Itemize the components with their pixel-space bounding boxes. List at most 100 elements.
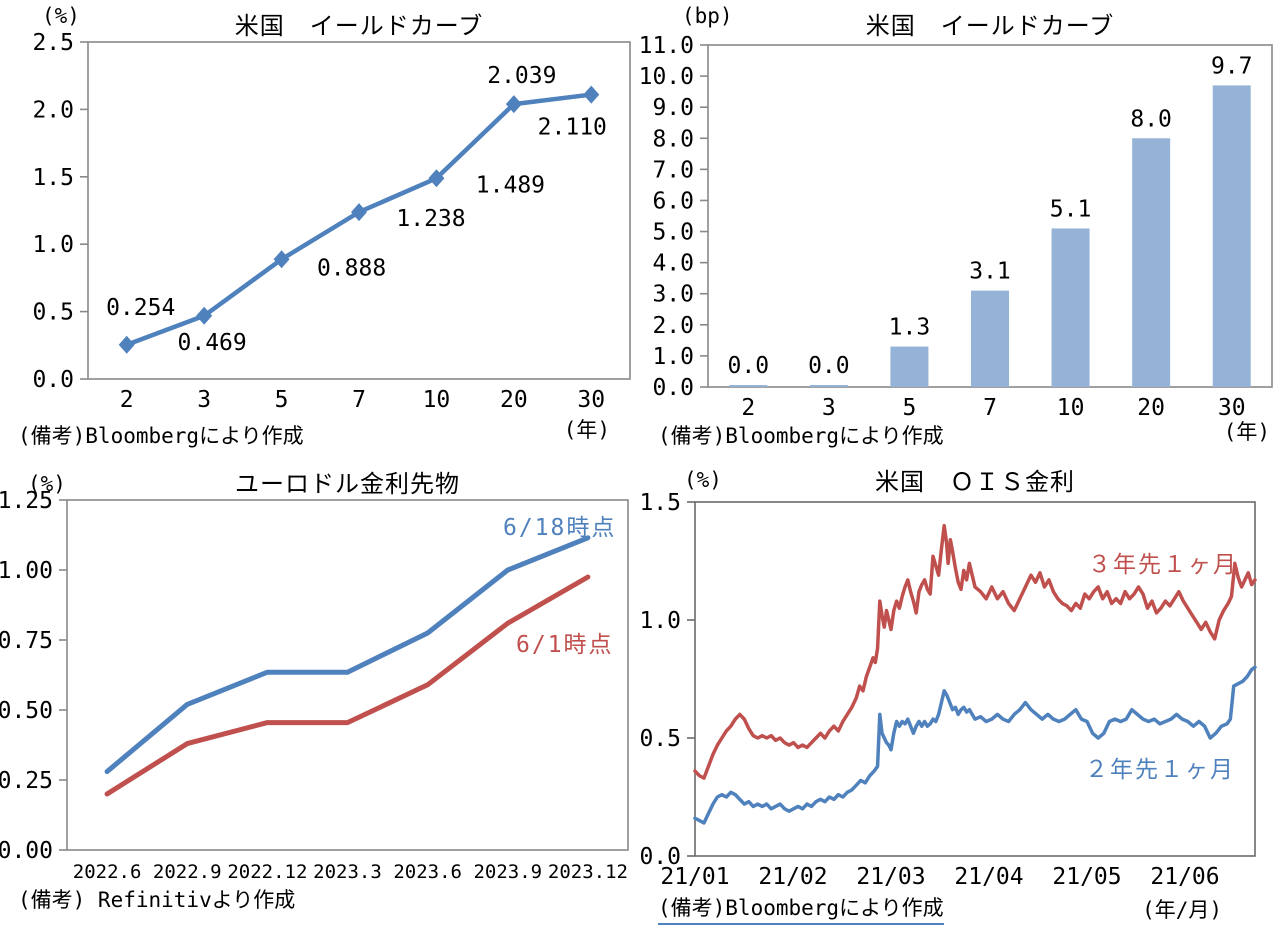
chart2-source-note: (備考)Bloombergにより作成: [658, 424, 944, 448]
us-yield-curve-line-point-value-label: 1.489: [476, 172, 545, 198]
eurodollar-futures-x-tick-label: 2022.6: [73, 861, 142, 883]
us-ois-rates-line-line_red: [693, 523, 1257, 780]
chart4-x-unit-label: (年/月): [1142, 898, 1222, 922]
us-yield-curve-change-bar-bar-value-label: 5.1: [1050, 196, 1092, 222]
us-yield-curve-change-bar-x-tick-label: 20: [1137, 395, 1165, 421]
us-yield-curve-change-bar-bar-value-label: 1.3: [889, 315, 931, 341]
us-yield-curve-change-bar-y-tick-label: 11.0: [639, 33, 694, 59]
us-ois-rates-y-tick-label: 0.0: [639, 844, 681, 870]
chart4-title: 米国 ＯＩＳ金利: [875, 468, 1075, 496]
us-yield-curve-line-marker-diamond: [505, 95, 522, 114]
us-yield-curve-line-x-tick-label: 30: [577, 387, 605, 413]
us-yield-curve-line-point-value-label: 2.039: [487, 63, 556, 89]
us-yield-curve-line-point-value-label: 0.888: [317, 255, 386, 281]
chart4-series-label-2y1m: ２年先１ヶ月: [1085, 757, 1235, 783]
us-yield-curve-change-bar-y-tick-label: 2.0: [652, 313, 694, 339]
us-yield-curve-change-bar-bar: [1051, 228, 1090, 387]
us-yield-curve-change-bar-bar: [890, 346, 929, 387]
us-yield-curve-line-marker-diamond: [196, 306, 213, 325]
eurodollar-futures-line: [104, 574, 591, 797]
us-ois-rates-y-tick-label: 0.5: [639, 726, 681, 752]
chart3-source-note: (備考) Refinitivより作成: [18, 888, 296, 912]
us-yield-curve-change-bar-y-tick-label: 10.0: [639, 64, 694, 90]
us-yield-curve-change-bar-bar: [729, 385, 768, 387]
us-yield-curve-line-x-tick-label: 2: [120, 387, 134, 413]
chart2-y-unit-label: (bp): [682, 4, 733, 28]
us-ois-rates-y-tick-label: 1.0: [639, 608, 681, 634]
us-yield-curve-line-x-tick-label: 5: [275, 387, 289, 413]
us-yield-curve-line-marker-diamond: [351, 203, 367, 222]
eurodollar-futures-y-tick-label: 0.00: [0, 838, 53, 864]
us-yield-curve-line-y-tick-label: 1.5: [32, 165, 74, 191]
us-yield-curve-change-bar-y-tick-label: 5.0: [652, 220, 694, 246]
us-ois-rates-plot-border: [694, 501, 1256, 857]
eurodollar-futures-y-tick-label: 0.75: [0, 628, 53, 654]
us-yield-curve-change-bar-y-tick-label: 3.0: [652, 282, 694, 308]
us-yield-curve-change-bar-bar-value-label: 9.7: [1211, 53, 1253, 79]
chart4-source-note: (備考)Bloombergにより作成: [658, 892, 944, 925]
eurodollar-futures-plot-border: [66, 499, 629, 851]
us-yield-curve-line-y-tick-label: 0.5: [32, 300, 74, 326]
eurodollar-futures-x-tick-label: 2022.12: [227, 861, 307, 883]
us-yield-curve-line-marker-diamond: [583, 85, 600, 104]
eurodollar-futures-line: [104, 535, 591, 775]
us-yield-curve-change-bar-bar: [1212, 85, 1251, 387]
us-ois-rates-x-tick-label: 21/04: [954, 864, 1023, 890]
chart3-title: ユーロドル金利先物: [235, 470, 460, 498]
us-ois-rates-x-tick-label: 21/06: [1150, 864, 1219, 890]
eurodollar-futures-y-tick-label: 0.25: [0, 768, 53, 794]
us-yield-curve-line-x-tick-label: 20: [500, 387, 528, 413]
us-yield-curve-line-point-value-label: 1.238: [396, 206, 465, 232]
us-ois-rates-y-tick-label: 1.5: [639, 490, 681, 516]
chart3-y-unit-label: (%): [28, 472, 66, 496]
us-yield-curve-change-bar-bar: [809, 385, 848, 387]
chart1-title: 米国 イールドカーブ: [234, 12, 484, 40]
us-yield-curve-line-point-value-label: 2.110: [538, 115, 607, 141]
us-yield-curve-line-y-tick-label: 2.5: [32, 30, 74, 56]
chart4-series-label-3y1m: ３年先１ヶ月: [1088, 552, 1238, 578]
eurodollar-futures-x-tick-label: 2023.3: [313, 861, 382, 883]
eurodollar-futures-y-tick-label: 1.25: [0, 488, 53, 514]
us-yield-curve-line-marker-diamond: [118, 335, 135, 354]
us-yield-curve-line-marker-diamond: [428, 169, 445, 188]
us-yield-curve-change-bar-x-tick-label: 5: [902, 395, 916, 421]
us-yield-curve-change-bar-x-tick-label: 2: [741, 395, 755, 421]
eurodollar-futures-y-tick-label: 1.00: [0, 558, 53, 584]
us-yield-curve-line-marker-diamond: [273, 250, 290, 269]
us-yield-curve-change-bar-bar: [1132, 138, 1171, 387]
chart1-y-unit-label: (%): [42, 4, 80, 28]
eurodollar-futures-x-tick-label: 2022.9: [153, 861, 222, 883]
eurodollar-futures-y-tick-label: 0.50: [0, 698, 53, 724]
us-yield-curve-line-plot-border: [87, 41, 631, 380]
us-yield-curve-line-x-tick-label: 3: [197, 387, 211, 413]
us-ois-rates-x-tick-label: 21/01: [660, 864, 729, 890]
chart3-series-label-jun18: 6/18時点: [503, 515, 617, 541]
us-yield-curve-line-x-tick-label: 7: [352, 387, 366, 413]
chart4-y-unit-label: (%): [684, 468, 722, 492]
us-yield-curve-change-bar-x-tick-label: 10: [1057, 395, 1085, 421]
us-yield-curve-line-point-value-label: 0.469: [178, 330, 247, 356]
chart2-title: 米国 イールドカーブ: [865, 12, 1115, 40]
us-yield-curve-change-bar-x-tick-label: 7: [983, 395, 997, 421]
us-yield-curve-line-y-tick-label: 2.0: [32, 97, 74, 123]
us-yield-curve-change-bar-y-tick-label: 4.0: [652, 251, 694, 277]
us-ois-rates-x-tick-label: 21/05: [1052, 864, 1121, 890]
chart3-series-label-jun1: 6/1時点: [516, 632, 614, 658]
us-yield-curve-change-bar-bar-value-label: 3.1: [969, 259, 1011, 285]
us-yield-curve-change-bar-y-tick-label: 6.0: [652, 188, 694, 214]
us-ois-rates-x-tick-label: 21/03: [856, 864, 925, 890]
us-yield-curve-line-point-value-label: 0.254: [106, 295, 175, 321]
eurodollar-futures-x-tick-label: 2023.12: [548, 861, 628, 883]
us-yield-curve-change-bar-y-tick-label: 8.0: [652, 126, 694, 152]
us-yield-curve-change-bar-x-tick-label: 3: [822, 395, 836, 421]
eurodollar-futures-x-tick-label: 2023.6: [393, 861, 462, 883]
us-yield-curve-change-bar-bar-value-label: 8.0: [1130, 106, 1172, 132]
us-yield-curve-change-bar-y-tick-label: 0.0: [652, 375, 694, 401]
us-yield-curve-change-bar-y-tick-label: 9.0: [652, 95, 694, 121]
us-yield-curve-line-y-tick-label: 1.0: [32, 232, 74, 258]
chart2-x-unit-label: (年): [1223, 420, 1270, 444]
eurodollar-futures-x-tick-label: 2023.9: [473, 861, 542, 883]
us-yield-curve-change-bar-bar-value-label: 0.0: [808, 353, 850, 379]
